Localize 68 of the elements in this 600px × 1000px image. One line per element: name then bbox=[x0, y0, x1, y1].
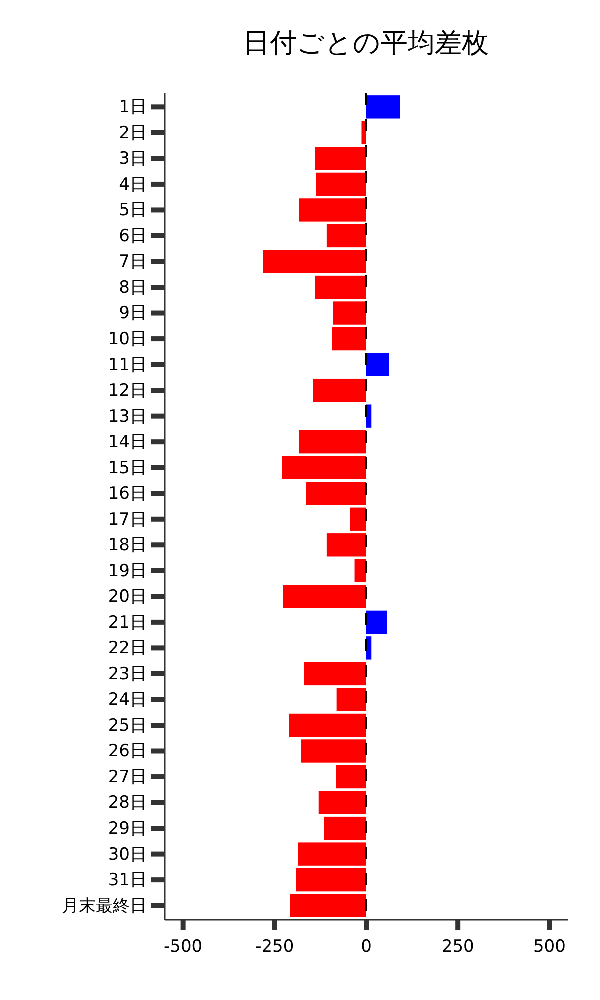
bar bbox=[296, 868, 366, 892]
bar bbox=[350, 508, 366, 531]
y-tick-label: 7日 bbox=[119, 252, 147, 272]
bar bbox=[333, 302, 366, 325]
x-tick-label: 250 bbox=[442, 937, 474, 958]
y-tick-label: 8日 bbox=[119, 278, 147, 298]
x-tick-label: -500 bbox=[164, 937, 203, 958]
bar bbox=[336, 688, 366, 712]
y-tick-label: 31日 bbox=[108, 870, 147, 891]
y-tick-label: 28日 bbox=[108, 793, 147, 814]
y-tick-label: 1日 bbox=[119, 98, 147, 118]
bar bbox=[324, 816, 366, 840]
x-tick-label: 500 bbox=[533, 937, 566, 958]
y-tick-label: 4日 bbox=[119, 174, 147, 195]
bar bbox=[362, 121, 366, 145]
y-tick-label: 15日 bbox=[108, 458, 147, 478]
bar bbox=[366, 353, 390, 376]
chart-title: 日付ごとの平均差枚 bbox=[243, 28, 489, 59]
bar bbox=[336, 765, 366, 789]
y-tick-label: 18日 bbox=[108, 536, 147, 556]
bar bbox=[315, 276, 366, 300]
y-tick-label: 17日 bbox=[108, 510, 147, 530]
bar bbox=[263, 250, 366, 274]
x-tick-label: -250 bbox=[256, 937, 294, 958]
bar bbox=[304, 662, 366, 686]
bar bbox=[366, 96, 400, 119]
y-tick-label: 20日 bbox=[108, 587, 147, 608]
y-tick-label: 27日 bbox=[108, 767, 147, 788]
y-tick-label: 9日 bbox=[119, 304, 147, 324]
bar bbox=[318, 791, 366, 814]
bar bbox=[306, 482, 366, 506]
bar bbox=[289, 714, 366, 738]
bar bbox=[301, 740, 366, 763]
y-tick-label: 22日 bbox=[108, 638, 147, 659]
bar bbox=[290, 894, 366, 918]
y-tick-label: 29日 bbox=[108, 818, 147, 839]
bar bbox=[299, 430, 366, 454]
bar bbox=[313, 378, 366, 402]
y-tick-label: 19日 bbox=[108, 561, 147, 582]
bar bbox=[354, 559, 366, 582]
bar bbox=[298, 842, 366, 866]
y-tick-label: 21日 bbox=[108, 612, 147, 633]
y-tick-label: 14日 bbox=[108, 432, 147, 453]
bar bbox=[366, 610, 388, 634]
y-tick-label: 13日 bbox=[108, 406, 147, 427]
y-tick-label: 12日 bbox=[108, 381, 147, 402]
bar bbox=[326, 224, 366, 248]
y-tick-label: 10日 bbox=[108, 329, 147, 350]
y-tick-label: 11日 bbox=[108, 355, 147, 376]
y-tick-label: 24日 bbox=[108, 690, 147, 710]
bar bbox=[316, 172, 366, 196]
y-tick-label: 2日 bbox=[119, 123, 147, 144]
y-tick-label: 25日 bbox=[108, 716, 147, 736]
bar bbox=[299, 198, 366, 222]
y-tick-label: 月末最終日 bbox=[62, 896, 147, 916]
bar bbox=[326, 534, 366, 557]
y-tick-label: 16日 bbox=[108, 484, 147, 504]
bar bbox=[283, 585, 366, 608]
y-tick-label: 30日 bbox=[108, 844, 147, 865]
bar bbox=[282, 456, 366, 480]
y-tick-label: 5日 bbox=[119, 200, 147, 221]
y-tick-label: 3日 bbox=[119, 149, 147, 170]
bar bbox=[332, 327, 366, 351]
y-tick-label: 26日 bbox=[108, 742, 147, 762]
y-tick-label: 23日 bbox=[108, 664, 147, 684]
bar bbox=[315, 147, 366, 170]
x-tick-label: 0 bbox=[361, 937, 372, 958]
y-tick-label: 6日 bbox=[119, 226, 147, 246]
